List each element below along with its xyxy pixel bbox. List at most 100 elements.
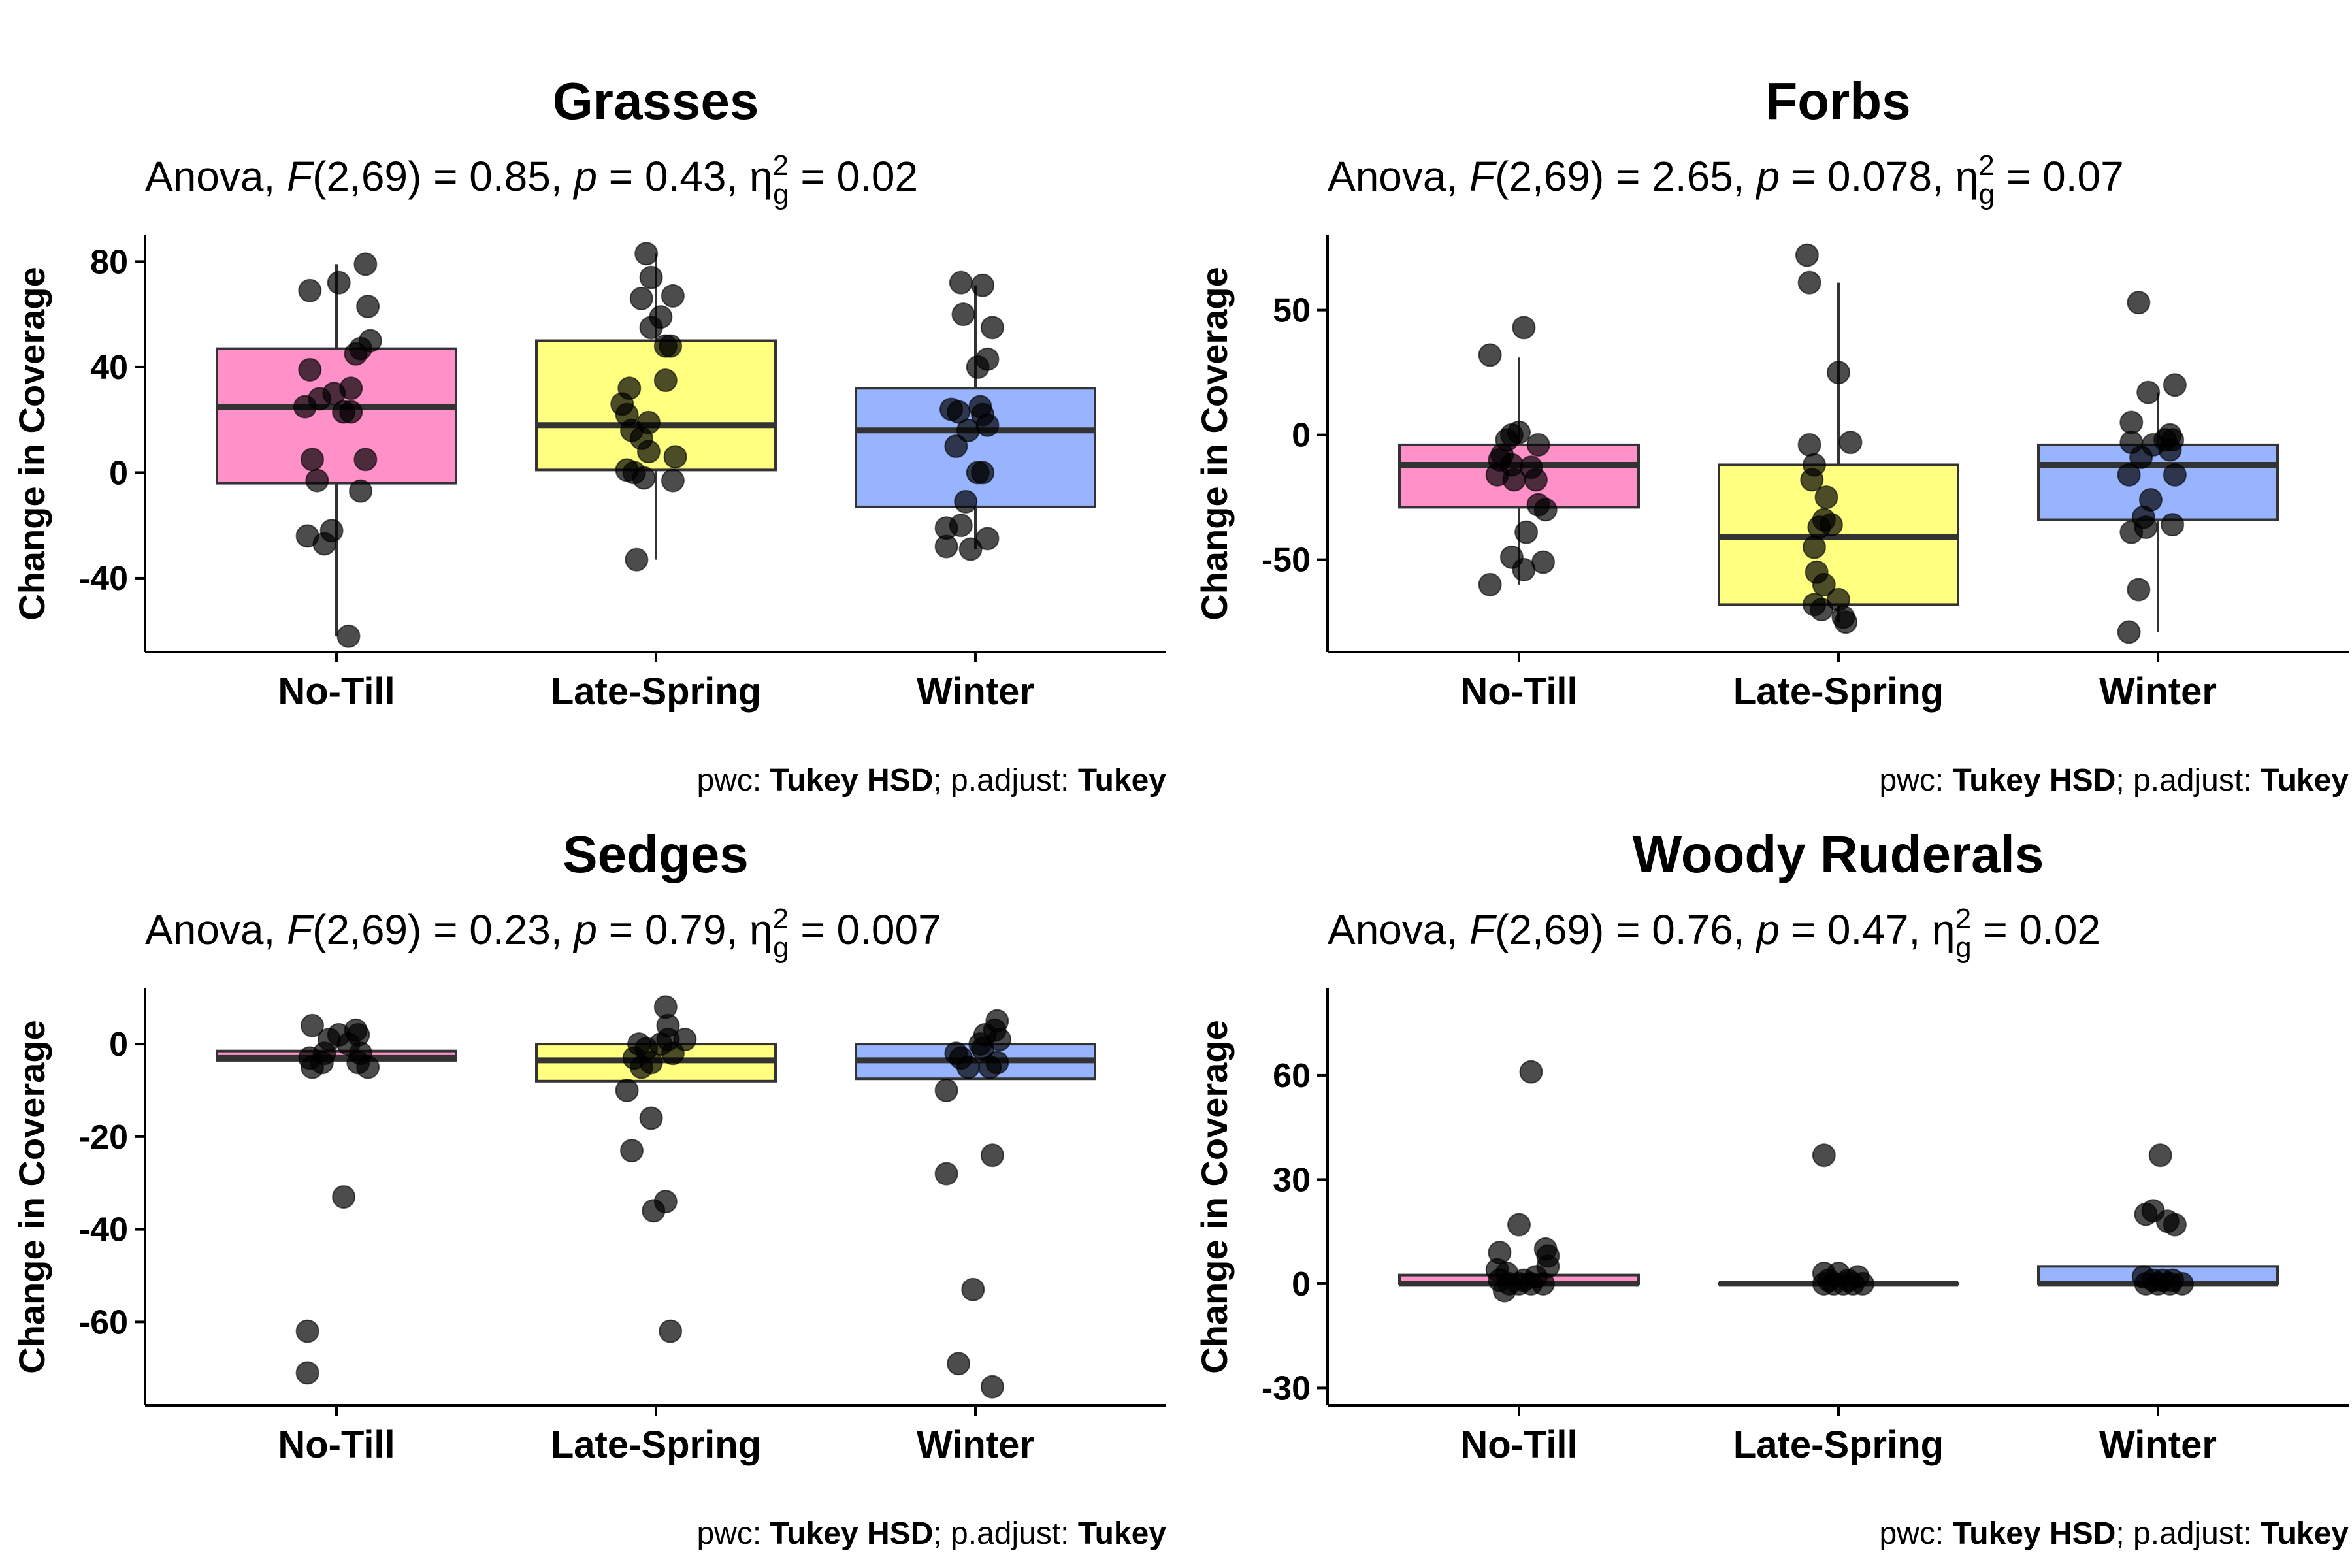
data-point	[319, 519, 344, 543]
y-tick-label: -60	[79, 1303, 128, 1341]
data-point	[1514, 520, 1539, 544]
data-point	[634, 242, 659, 266]
data-point	[939, 397, 963, 421]
data-point	[1805, 560, 1829, 584]
data-point	[944, 434, 968, 459]
x-tick-label: Late-Spring	[1733, 1424, 1944, 1466]
data-point	[663, 445, 687, 469]
data-point	[1827, 361, 1850, 385]
data-point	[980, 1143, 1004, 1168]
data-point	[1812, 508, 1836, 532]
panel-woody-ruderals: Woody Ruderals Anova, F(2,69) = 0.76, p =…	[1194, 825, 2349, 1551]
data-point	[2117, 463, 2141, 487]
data-point	[301, 1013, 324, 1037]
y-tick-label: -50	[1262, 542, 1311, 580]
data-point	[336, 624, 361, 648]
data-point	[2163, 463, 2187, 487]
pwc-caption: pwc: Tukey HSD; p.adjust: Tukey	[696, 1516, 1166, 1551]
x-tick-label: Winter	[2099, 670, 2217, 713]
data-point	[2163, 373, 2187, 397]
data-point	[298, 357, 322, 382]
panel-grasses: Grasses Anova, F(2,69) = 0.85, p = 0.43, …	[11, 72, 1166, 798]
y-tick-label: 30	[1273, 1161, 1311, 1199]
x-tick-label: No-Till	[278, 670, 395, 713]
data-point	[295, 524, 319, 548]
data-point	[617, 376, 642, 400]
data-point	[639, 1106, 663, 1130]
data-point	[301, 448, 324, 472]
data-point	[344, 1018, 368, 1042]
data-point	[975, 527, 1000, 551]
data-point	[1803, 593, 1826, 617]
data-point	[339, 376, 363, 400]
data-point	[2161, 513, 2185, 537]
y-tick-label: 60	[1273, 1057, 1311, 1095]
x-tick-label: Late-Spring	[551, 670, 761, 713]
data-point	[353, 448, 378, 472]
panel-sedges: Sedges Anova, F(2,69) = 0.23, p = 0.79, η…	[11, 825, 1166, 1551]
data-point	[1838, 431, 1863, 455]
data-point	[1795, 243, 1819, 267]
x-tick-label: Winter	[917, 670, 1034, 713]
anova-subtitle: Anova, F(2,69) = 2.65, p = 0.078, η2 g = …	[1328, 150, 2124, 210]
data-point	[649, 305, 673, 329]
data-point	[944, 1041, 968, 1066]
pwc-caption: pwc: Tukey HSD; p.adjust: Tukey	[696, 763, 1166, 798]
data-point	[653, 1190, 678, 1214]
data-point	[305, 468, 329, 493]
data-point	[1507, 1213, 1531, 1237]
data-point	[620, 1139, 644, 1163]
data-point	[1812, 1143, 1836, 1168]
data-point	[1526, 493, 1550, 517]
data-point	[2131, 1265, 2155, 1289]
data-point	[2119, 431, 2144, 455]
anova-subtitle: Anova, F(2,69) = 0.23, p = 0.79, η2 g = 0…	[145, 903, 941, 964]
data-point	[1803, 453, 1826, 477]
data-point	[2141, 1199, 2165, 1223]
data-point	[980, 1375, 1004, 1399]
x-tick-label: No-Till	[1460, 670, 1577, 713]
data-point	[673, 1027, 697, 1051]
data-point	[934, 1162, 958, 1186]
pwc-caption: pwc: Tukey HSD; p.adjust: Tukey	[1879, 763, 2349, 798]
data-point	[653, 368, 678, 393]
data-point	[1519, 455, 1543, 480]
data-point	[1797, 433, 1821, 457]
data-point	[629, 286, 653, 310]
panel-title: Grasses	[553, 72, 759, 130]
data-point	[1488, 1241, 1512, 1265]
data-point	[971, 273, 995, 297]
data-point	[1827, 1261, 1850, 1285]
data-point	[985, 1051, 1009, 1075]
data-point	[980, 316, 1004, 340]
data-point	[1478, 343, 1502, 367]
panel-title: Sedges	[563, 825, 749, 883]
data-point	[1507, 420, 1531, 444]
y-tick-label: -40	[79, 1211, 128, 1249]
data-point	[2158, 423, 2182, 447]
data-point	[356, 295, 380, 319]
data-point	[1512, 316, 1536, 340]
data-point	[639, 265, 663, 289]
data-point	[358, 329, 382, 353]
x-tick-label: Winter	[2099, 1424, 2217, 1466]
data-point	[951, 302, 975, 327]
data-point	[2127, 291, 2151, 315]
x-tick-label: No-Till	[278, 1424, 395, 1466]
y-tick-label: 80	[90, 243, 128, 281]
data-point	[615, 458, 639, 482]
data-point	[2119, 410, 2144, 434]
data-point	[1526, 433, 1550, 457]
data-point	[947, 1352, 971, 1376]
x-tick-label: Late-Spring	[1733, 670, 1944, 713]
y-axis-label: Change in Coverage	[11, 267, 52, 620]
data-point	[661, 284, 685, 308]
data-point	[627, 1032, 651, 1056]
data-point	[1846, 1265, 1870, 1289]
data-point	[958, 537, 983, 561]
x-tick-label: No-Till	[1460, 1424, 1577, 1466]
anova-subtitle: Anova, F(2,69) = 0.76, p = 0.47, η2 g = 0…	[1328, 903, 2100, 964]
data-point	[653, 334, 678, 358]
data-point	[949, 514, 973, 538]
